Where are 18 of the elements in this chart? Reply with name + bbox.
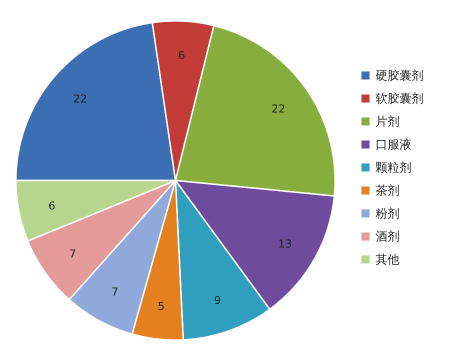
legend-label: 其他 [376, 252, 400, 266]
data-label: 6 [178, 49, 186, 62]
legend-label: 粉剂 [376, 206, 400, 220]
data-label: 9 [214, 294, 222, 307]
data-label: 22 [73, 92, 88, 106]
legend-label: 口服液 [376, 138, 412, 152]
legend-label: 酒剂 [376, 230, 400, 244]
legend-label: 茶剂 [376, 184, 400, 198]
legend-label: 硬胶囊剂 [376, 68, 424, 82]
data-label: 6 [48, 199, 56, 212]
legend-label: 软胶囊剂 [376, 92, 424, 106]
legend-label: 片剂 [376, 114, 400, 128]
data-label: 13 [278, 237, 292, 250]
data-label: 7 [69, 248, 76, 261]
legend-label: 颗粒剂 [376, 160, 412, 174]
data-label: 7 [111, 285, 118, 298]
data-label: 22 [271, 102, 286, 116]
data-label: 5 [158, 300, 165, 314]
